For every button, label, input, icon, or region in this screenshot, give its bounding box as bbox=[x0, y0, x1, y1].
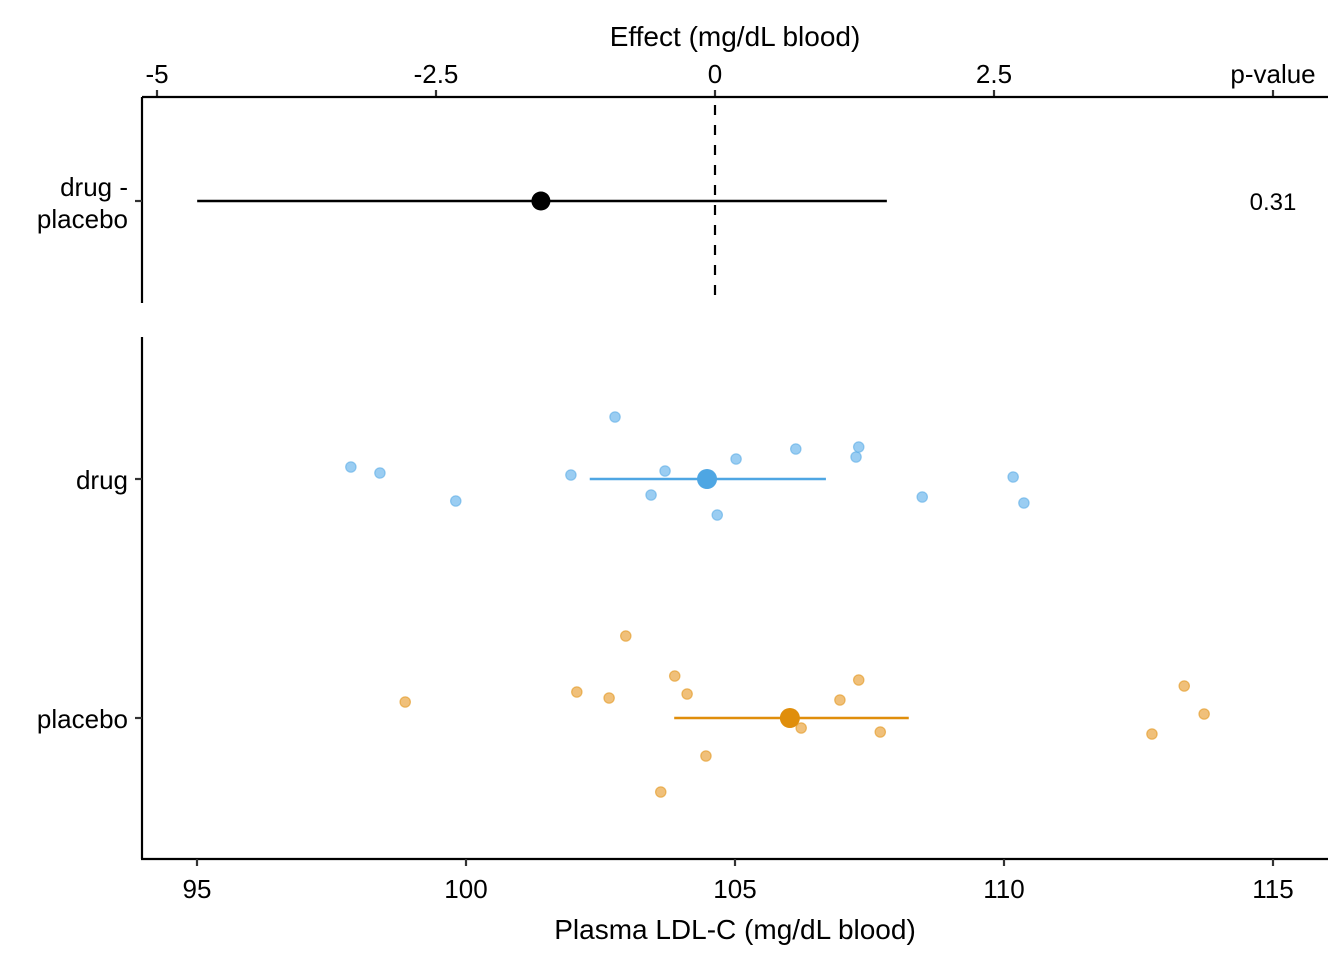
data-point bbox=[654, 786, 667, 798]
data-point bbox=[565, 469, 577, 481]
data-point bbox=[659, 465, 671, 477]
data-point bbox=[795, 722, 807, 734]
data-point bbox=[1178, 680, 1191, 692]
data-point bbox=[916, 491, 929, 503]
raw-data-panel: 95 100 105 110 115 drug placebo Plasma LDL-C … bbox=[37, 337, 1328, 945]
data-point bbox=[449, 495, 462, 507]
top-tick-label: -5 bbox=[145, 59, 168, 89]
bottom-tick-label: 110 bbox=[983, 874, 1024, 904]
bottom-tick-label: 100 bbox=[444, 874, 487, 904]
data-point bbox=[789, 443, 802, 455]
group-placebo: placebo bbox=[37, 630, 1210, 798]
group-mean bbox=[697, 469, 718, 489]
data-point bbox=[645, 489, 657, 501]
data-point bbox=[681, 688, 693, 700]
contrast-label-line1: drug - bbox=[60, 172, 128, 202]
data-point bbox=[345, 461, 357, 473]
data-point bbox=[571, 686, 583, 698]
data-point bbox=[730, 453, 742, 465]
data-point bbox=[603, 692, 615, 704]
data-point bbox=[374, 467, 386, 479]
data-point bbox=[852, 441, 865, 453]
data-point bbox=[1018, 497, 1030, 509]
data-point bbox=[711, 509, 724, 521]
contrasts: drug -placebo 0.31 bbox=[37, 172, 1296, 234]
bottom-axis-title: Plasma LDL-C (mg/dL blood) bbox=[554, 914, 916, 945]
group-label: drug bbox=[76, 465, 128, 495]
bottom-axis-ticks: 95 100 105 110 115 bbox=[183, 859, 1294, 904]
top-tick-label: 0 bbox=[708, 59, 722, 89]
data-point bbox=[874, 726, 887, 738]
pvalue-header: p-value bbox=[1230, 59, 1315, 89]
top-tick-label: -2.5 bbox=[414, 59, 459, 89]
group-mean bbox=[779, 708, 800, 728]
bottom-tick-label: 115 bbox=[1252, 874, 1293, 904]
data-point bbox=[852, 674, 865, 686]
bottom-tick-label: 105 bbox=[713, 874, 756, 904]
data-point bbox=[1007, 471, 1019, 483]
data-point bbox=[700, 750, 712, 762]
p-value: 0.31 bbox=[1250, 189, 1297, 216]
data-point bbox=[399, 696, 412, 708]
top-tick-label: 2.5 bbox=[976, 59, 1012, 89]
top-axis-ticks: -5 -2.5 0 2.5 p-value bbox=[145, 59, 1316, 97]
group-label: placebo bbox=[37, 704, 128, 734]
contrast-estimate bbox=[531, 191, 551, 211]
data-point bbox=[1198, 708, 1210, 720]
bottom-tick-label: 95 bbox=[183, 874, 212, 904]
data-point bbox=[850, 451, 862, 463]
data-point bbox=[834, 694, 846, 706]
top-axis-title: Effect (mg/dL blood) bbox=[610, 21, 861, 52]
groups: drug placebo bbox=[37, 411, 1210, 798]
data-point bbox=[609, 411, 621, 423]
group-drug: drug bbox=[76, 411, 1030, 521]
data-point bbox=[668, 670, 681, 682]
effect-panel: Effect (mg/dL blood) -5 -2.5 0 2.5 p-value d… bbox=[37, 21, 1328, 303]
contrast-label-line2: placebo bbox=[37, 204, 128, 234]
data-point bbox=[619, 630, 632, 642]
data-point bbox=[1146, 728, 1158, 740]
